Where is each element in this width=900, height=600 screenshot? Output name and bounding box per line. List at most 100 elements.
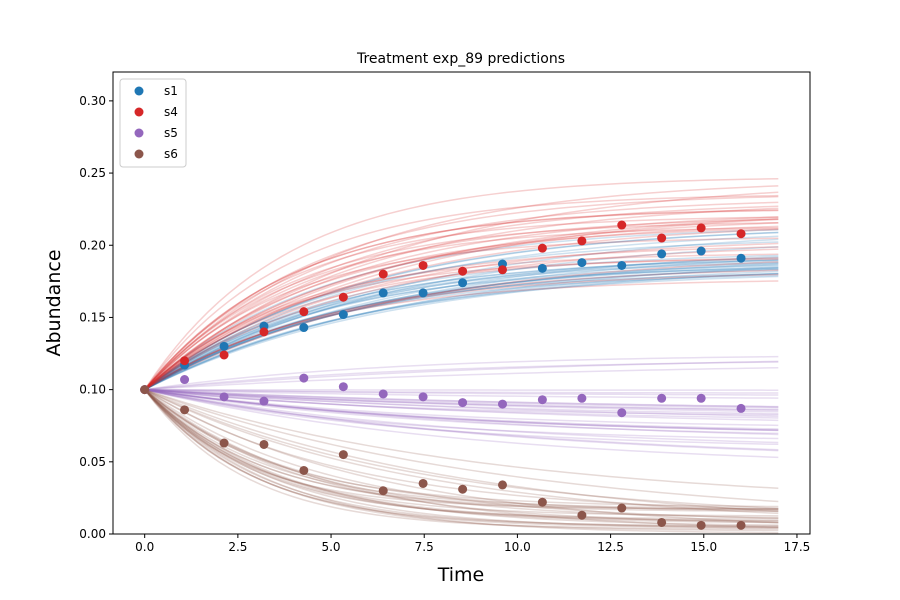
ensemble-curve-s1 <box>144 235 779 391</box>
y-tick-label: 0.05 <box>79 455 106 469</box>
ensemble-curve-s1 <box>144 262 779 391</box>
ensemble-curve-s5 <box>144 388 779 446</box>
data-point-s6 <box>259 439 269 449</box>
data-point-s5 <box>696 393 706 403</box>
data-point-s5 <box>537 395 547 405</box>
ensemble-curve-s5 <box>144 388 779 399</box>
ensemble-curve-s5 <box>144 388 779 427</box>
data-point-s4 <box>736 229 746 239</box>
chart-title: Treatment exp_89 predictions <box>356 51 565 67</box>
y-axis-label: Abundance <box>43 249 65 356</box>
ensemble-curve-s5 <box>144 388 779 452</box>
ensemble-curve-s6 <box>144 389 779 519</box>
ensemble-curve-s1 <box>144 268 779 391</box>
ensemble-curve-s4 <box>144 218 779 391</box>
x-tick-label: 17.5 <box>784 540 811 554</box>
data-point-s4 <box>219 350 229 360</box>
legend-marker-s6 <box>134 149 144 159</box>
ensemble-curve-s5 <box>144 366 779 391</box>
data-point-s1 <box>617 260 627 270</box>
ensemble-curve-s5 <box>144 388 779 431</box>
ensemble-curve-s4 <box>144 209 779 391</box>
ensemble-curve-s6 <box>144 389 779 512</box>
ensemble-curve-s6 <box>144 389 779 522</box>
data-point-s4 <box>458 266 468 276</box>
data-point-s6 <box>696 520 706 530</box>
ensemble-curve-s4 <box>144 246 779 391</box>
legend-label-s5: s5 <box>164 126 178 140</box>
ensemble-curve-s5 <box>144 388 779 396</box>
data-point-s6 <box>617 503 627 513</box>
data-point-s1 <box>418 288 428 298</box>
data-point-s1 <box>696 246 706 256</box>
y-tick-label: 0.20 <box>79 238 106 252</box>
data-point-s1 <box>299 323 309 333</box>
ensemble-curve-s6 <box>144 389 779 520</box>
data-point-s6 <box>140 385 150 395</box>
x-tick-label: 7.5 <box>415 540 434 554</box>
ensemble-curve-s5 <box>144 388 779 432</box>
data-point-s5 <box>577 393 587 403</box>
data-point-s5 <box>378 389 388 399</box>
legend-label-s4: s4 <box>164 105 178 119</box>
ensemble-curve-s4 <box>144 226 779 391</box>
ensemble-curve-s4 <box>144 216 779 391</box>
x-tick-label: 2.5 <box>228 540 247 554</box>
ensemble-curve-s6 <box>144 388 779 515</box>
data-point-s6 <box>577 510 587 520</box>
y-axis: 0.00 0.05 0.10 0.15 0.20 0.25 0.30 <box>79 94 113 541</box>
ensemble-curve-s5 <box>144 355 779 391</box>
ensemble-curve-s4 <box>144 216 779 391</box>
ensemble-curve-s5 <box>144 388 779 422</box>
y-tick-label: 0.10 <box>79 383 106 397</box>
ensemble-curve-s6 <box>144 389 779 508</box>
data-point-s1 <box>537 263 547 273</box>
legend-label-s6: s6 <box>164 147 178 161</box>
ensemble-curve-s1 <box>144 266 779 391</box>
ensemble-curve-s4 <box>144 185 779 391</box>
y-tick-label: 0.30 <box>79 94 106 108</box>
data-point-s6 <box>458 484 468 494</box>
ensemble-curve-s1 <box>144 265 779 391</box>
ensemble-curve-s6 <box>144 389 779 524</box>
ensemble-curve-s6 <box>144 389 779 529</box>
data-point-s6 <box>418 478 428 488</box>
data-point-s5 <box>458 398 468 408</box>
ensemble-curve-s1 <box>144 275 779 391</box>
legend-label-s1: s1 <box>164 84 178 98</box>
data-point-s4 <box>577 236 587 246</box>
ensemble-curve-s1 <box>144 272 779 391</box>
ensemble-curve-s1 <box>144 272 779 391</box>
ensemble-curve-s6 <box>144 389 779 527</box>
ensemble-curve-s5 <box>144 388 779 416</box>
y-tick-label: 0.25 <box>79 166 106 180</box>
x-tick-label: 5.0 <box>321 540 340 554</box>
data-point-s5 <box>299 373 309 383</box>
ensemble-curve-s5 <box>144 388 779 430</box>
ensemble-curve-s4 <box>144 273 779 391</box>
legend-box <box>119 78 187 168</box>
legend-marker-s5 <box>134 128 144 138</box>
ensemble-curve-s5 <box>144 388 779 436</box>
data-point-s4 <box>657 233 667 243</box>
data-point-s6 <box>736 520 746 530</box>
x-axis-label: Time <box>437 564 485 586</box>
ensemble-curve-s4 <box>144 191 779 391</box>
ensemble-curve-s6 <box>144 389 779 529</box>
data-point-s1 <box>219 341 229 351</box>
data-point-s5 <box>617 408 627 418</box>
ensemble-curve-s1 <box>144 263 779 391</box>
data-point-s5 <box>259 396 269 406</box>
ensemble-curve-s6 <box>144 388 779 513</box>
ensemble-curve-s5 <box>144 388 779 435</box>
ensemble-curve-s1 <box>144 266 779 391</box>
ensemble-curve-s4 <box>144 205 779 391</box>
ensemble-curve-s4 <box>144 194 779 391</box>
legend: s1 s4 s5 s6 <box>119 78 187 168</box>
data-point-s6 <box>219 438 229 448</box>
x-tick-label: 0.0 <box>135 540 154 554</box>
ensemble-curve-s5 <box>144 388 779 432</box>
ensemble-curve-s1 <box>144 273 779 391</box>
ensemble-curve-s4 <box>144 207 779 391</box>
